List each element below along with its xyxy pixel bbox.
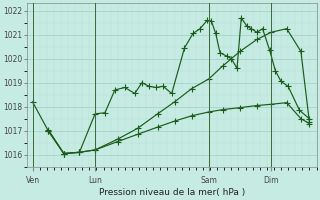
- X-axis label: Pression niveau de la mer( hPa ): Pression niveau de la mer( hPa ): [99, 188, 245, 197]
